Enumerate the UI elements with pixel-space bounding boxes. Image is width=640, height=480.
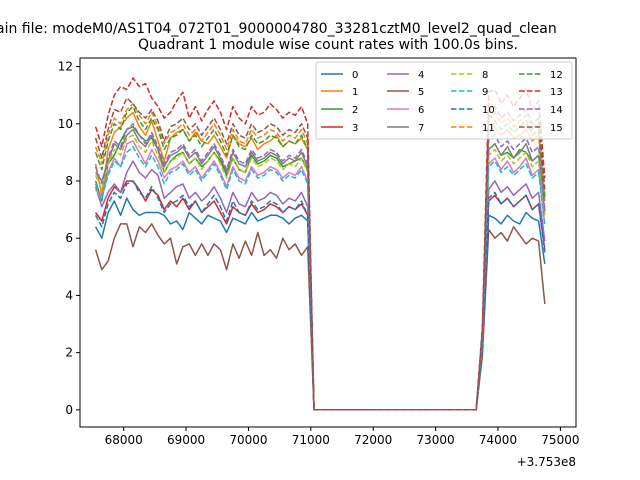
x-tick-label: 73000 [417, 433, 455, 447]
legend-label-2: 2 [352, 105, 358, 116]
x-tick-label: 75000 [541, 433, 579, 447]
legend-label-14: 14 [550, 105, 563, 116]
x-tick-label: 69000 [167, 433, 205, 447]
x-axis: 68000 69000 70000 71000 72000 73000 74000 75000 [105, 427, 579, 447]
legend-label-12: 12 [550, 70, 563, 81]
x-tick-label: 70000 [229, 433, 267, 447]
legend-label-15: 15 [550, 123, 563, 134]
x-tick-label: 71000 [292, 433, 330, 447]
x-tick-label: 74000 [479, 433, 517, 447]
series-line-15 [94, 97, 546, 411]
x-tick-label: 72000 [354, 433, 392, 447]
legend-label-9: 9 [482, 87, 488, 98]
legend-box [315, 61, 573, 140]
legend-label-13: 13 [550, 87, 563, 98]
figure-suptitle: ain file: modeM0/AS1T04_072T01_900000478… [0, 21, 557, 37]
y-tick-label: 0 [65, 403, 73, 417]
legend-label-6: 6 [418, 105, 424, 116]
legend-label-11: 11 [482, 123, 495, 134]
legend-label-10: 10 [482, 105, 495, 116]
plot-frame [79, 57, 577, 428]
legend-label-4: 4 [418, 70, 424, 81]
y-axis: 0 2 4 6 8 10 12 [58, 60, 80, 417]
legend-label-8: 8 [482, 70, 488, 81]
legend-label-1: 1 [352, 87, 358, 98]
legend-label-7: 7 [418, 123, 424, 134]
y-tick-label: 10 [58, 117, 73, 131]
x-tick-label: 68000 [105, 433, 143, 447]
legend-label-0: 0 [352, 70, 358, 81]
y-tick-label: 4 [65, 288, 73, 302]
legend-label-5: 5 [418, 87, 424, 98]
series-layer [94, 77, 546, 411]
x-offset-label: +3.753e8 [517, 455, 576, 469]
y-tick-label: 6 [65, 231, 73, 245]
legend-label-3: 3 [352, 123, 358, 134]
y-tick-label: 8 [65, 174, 73, 188]
y-tick-label: 2 [65, 346, 73, 360]
chart-title: Quadrant 1 module wise count rates with … [138, 37, 518, 53]
y-tick-label: 12 [58, 60, 73, 74]
